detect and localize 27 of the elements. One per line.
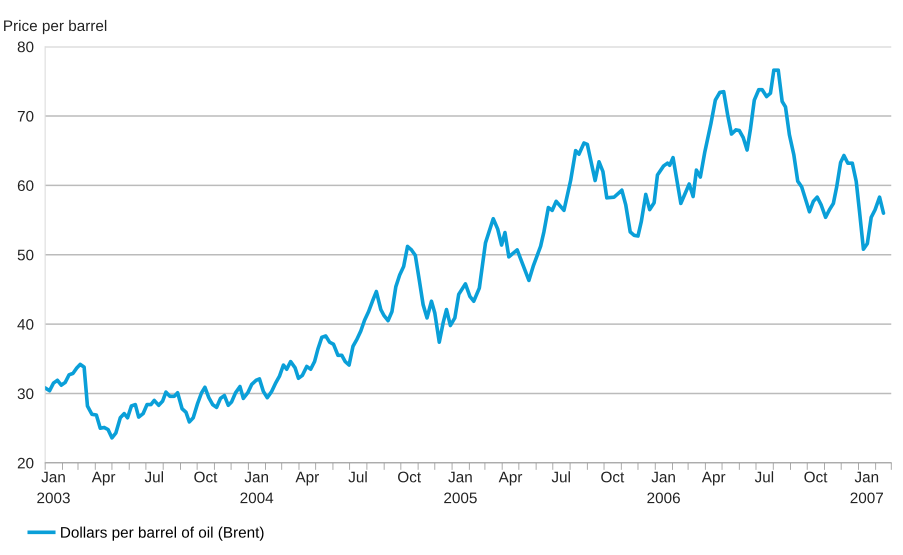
x-tick-label: Apr bbox=[295, 472, 319, 486]
y-tick-label: 50 bbox=[18, 250, 34, 260]
y-axis-title: Price per barrel bbox=[4, 20, 106, 34]
x-tick-label: Oct bbox=[804, 472, 828, 482]
x-tick-label: Jul bbox=[144, 471, 163, 482]
y-tick-label: 60 bbox=[18, 180, 34, 192]
x-tick-label: Oct bbox=[398, 472, 421, 482]
y-tick-label: 80 bbox=[18, 41, 34, 52]
y-tick-label: 70 bbox=[18, 110, 34, 122]
x-tick-label: Apr bbox=[92, 472, 116, 486]
y-tick-label: 20 bbox=[18, 458, 34, 469]
x-tick-label: Jan 2003 bbox=[37, 472, 70, 504]
y-tick-label: 40 bbox=[17, 318, 34, 330]
y-tick-label: 30 bbox=[18, 388, 34, 400]
x-tick-label: Jan 2006 bbox=[647, 472, 680, 504]
x-tick-label: Oct bbox=[601, 472, 624, 482]
x-tick-label: Jan 2005 bbox=[444, 472, 477, 504]
x-tick-label: Jul bbox=[348, 471, 367, 482]
x-tick-label: Jan 2004 bbox=[240, 472, 274, 504]
x-tick-label: Oct bbox=[194, 472, 218, 482]
x-tick-label: Jul bbox=[754, 471, 774, 482]
x-tick-label: Jul bbox=[552, 471, 570, 482]
x-tick-label: Jan 2007 bbox=[850, 472, 883, 504]
x-tick-label: Apr bbox=[702, 472, 726, 486]
legend-label: Dollars per barrel of oil (Brent) bbox=[61, 526, 264, 541]
x-tick-label: Apr bbox=[498, 472, 522, 486]
line-series bbox=[45, 68, 886, 440]
